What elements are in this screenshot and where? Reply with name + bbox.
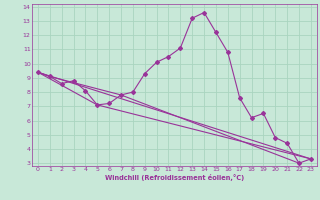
X-axis label: Windchill (Refroidissement éolien,°C): Windchill (Refroidissement éolien,°C)	[105, 174, 244, 181]
